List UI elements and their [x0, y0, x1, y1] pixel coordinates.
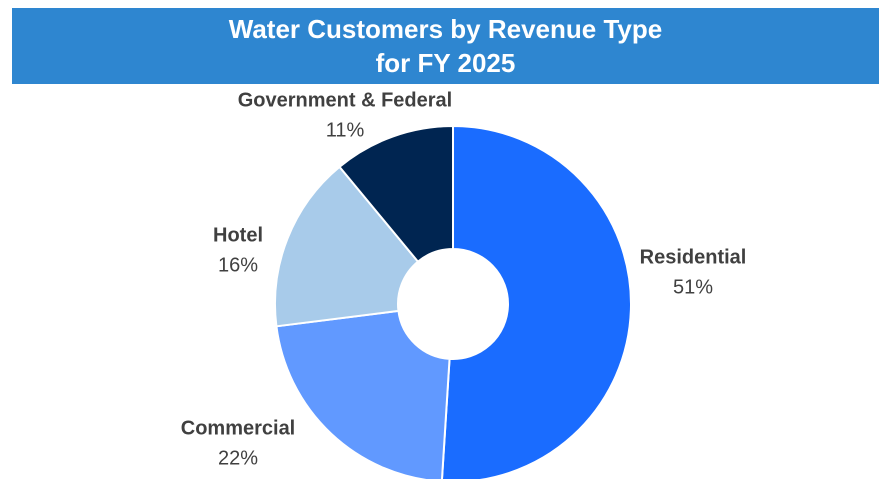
category-label: Government & Federal: [238, 89, 453, 111]
chart-title: Water Customers by Revenue Type for FY 2…: [12, 8, 879, 84]
slice: [440, 124, 632, 479]
slice: [338, 124, 454, 264]
value-label: 11%: [326, 119, 365, 141]
category-label: Residential: [640, 246, 747, 268]
slice: [274, 165, 420, 328]
category-label: Hotel: [213, 224, 263, 246]
value-label: 51%: [673, 276, 713, 298]
value-label: 16%: [218, 254, 258, 276]
value-label: 22%: [218, 447, 258, 469]
category-label: Commercial: [181, 417, 296, 439]
slice: [275, 309, 451, 479]
